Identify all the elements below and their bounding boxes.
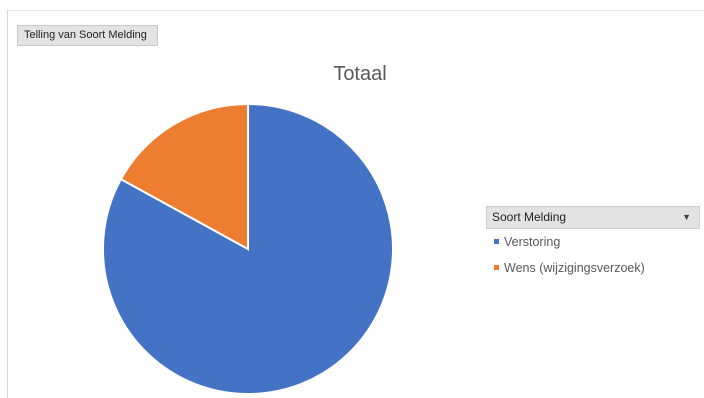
- legend-swatch-wens: [494, 265, 499, 270]
- legend-header-label: Soort Melding: [492, 210, 567, 224]
- legend-item-label: Wens (wijzigingsverzoek): [504, 261, 645, 275]
- dropdown-arrow-icon[interactable]: ▼: [682, 212, 691, 222]
- legend-item-wens: Wens (wijzigingsverzoek): [486, 255, 700, 281]
- chart-title: Totaal: [333, 63, 387, 85]
- legend-item-label: Verstoring: [504, 235, 561, 249]
- chart-top-border: [7, 10, 704, 11]
- legend: Soort Melding ▼ Verstoring Wens (wijzigi…: [486, 206, 700, 281]
- legend-swatch-verstoring: [494, 239, 499, 244]
- pie-slice-wens-wijzigingsverzoek[interactable]: [119, 102, 249, 251]
- chart-left-border: [7, 10, 8, 398]
- value-field-button[interactable]: Telling van Soort Melding: [17, 25, 158, 46]
- legend-filter-button[interactable]: Soort Melding ▼: [486, 206, 700, 229]
- legend-item-verstoring: Verstoring: [486, 229, 700, 255]
